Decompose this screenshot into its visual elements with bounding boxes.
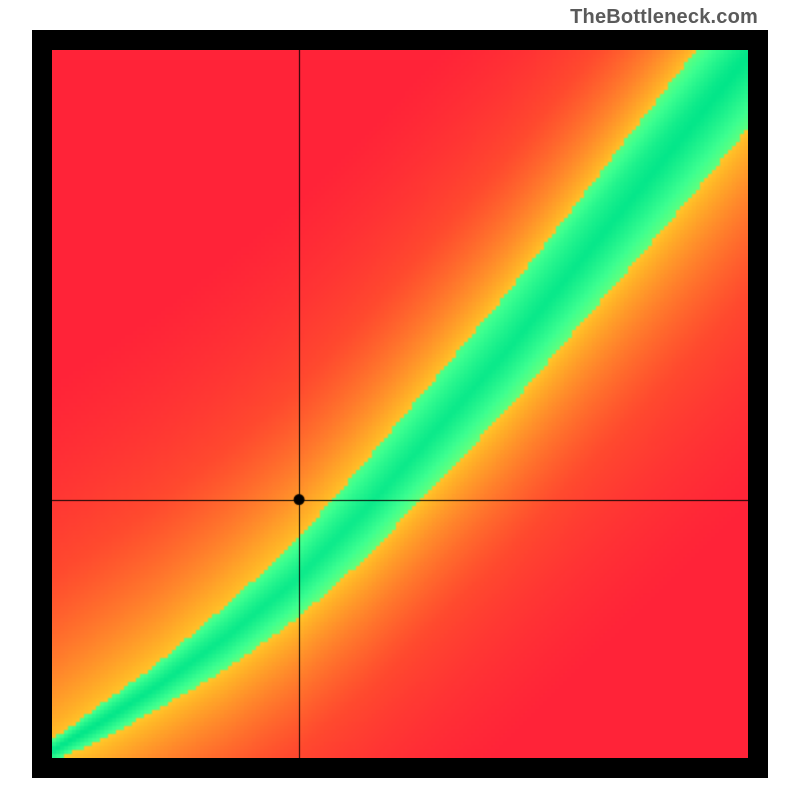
attribution-text: TheBottleneck.com xyxy=(570,6,758,29)
bottleneck-heatmap xyxy=(52,50,748,758)
root: TheBottleneck.com xyxy=(0,0,800,800)
chart-frame xyxy=(32,30,768,778)
